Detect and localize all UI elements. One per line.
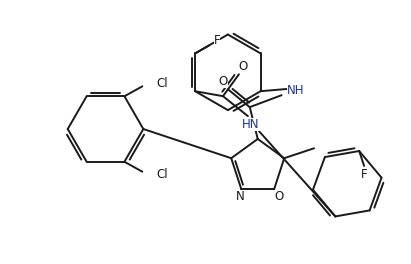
Text: F: F <box>214 34 220 47</box>
Text: Cl: Cl <box>156 77 168 90</box>
Text: N: N <box>236 190 245 203</box>
Text: HN: HN <box>242 117 260 130</box>
Text: F: F <box>361 168 367 181</box>
Text: O: O <box>218 75 228 88</box>
Text: O: O <box>238 60 247 73</box>
Text: O: O <box>275 190 284 203</box>
Text: NH: NH <box>287 84 304 97</box>
Text: Cl: Cl <box>156 168 168 181</box>
